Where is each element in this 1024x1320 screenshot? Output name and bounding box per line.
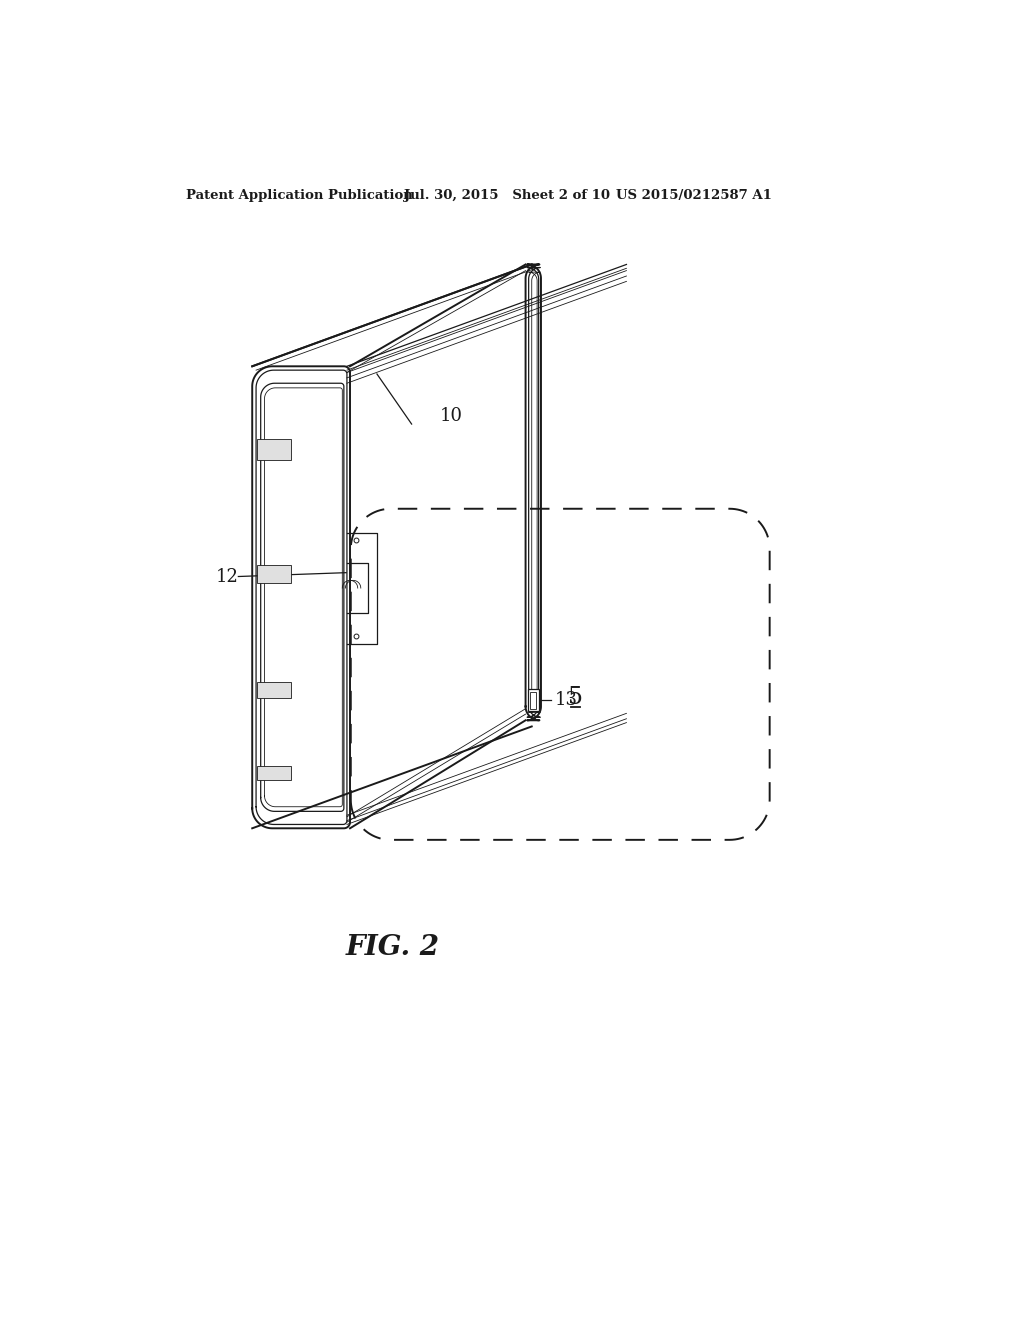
Text: 13: 13 [555,692,578,709]
Text: FIG. 2: FIG. 2 [345,935,439,961]
Text: US 2015/0212587 A1: US 2015/0212587 A1 [615,189,771,202]
Text: 12: 12 [215,568,239,586]
Bar [528,689,539,711]
Text: 10: 10 [440,408,463,425]
Bar [257,681,292,698]
Bar [530,692,537,709]
Bar [257,766,292,780]
Text: Jul. 30, 2015   Sheet 2 of 10: Jul. 30, 2015 Sheet 2 of 10 [403,189,610,202]
Text: 5: 5 [568,686,583,709]
Bar [257,440,292,459]
Bar [257,565,292,583]
Text: Patent Application Publication: Patent Application Publication [186,189,413,202]
